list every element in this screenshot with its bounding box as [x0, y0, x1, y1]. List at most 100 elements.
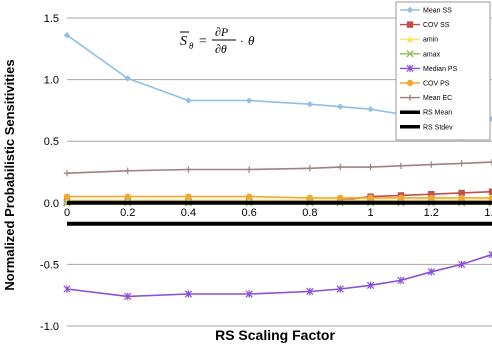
marker-star	[306, 287, 314, 296]
y-axis-label: Normalized Probabilistic Sensitivities	[2, 59, 17, 290]
svg-text:∂θ: ∂θ	[215, 42, 227, 56]
legend: Mean SS COV SS amin amax Median PS COV PS Mean…	[395, 1, 491, 141]
marker-star	[458, 260, 466, 269]
marker-circle	[63, 193, 71, 200]
y-tick-label: 0.5	[44, 136, 59, 148]
marker-diamond	[63, 32, 71, 39]
marker-circle	[458, 194, 465, 202]
marker-circle	[306, 194, 314, 202]
legend-label: amax	[423, 51, 441, 58]
marker-star	[336, 285, 344, 293]
marker-circle	[406, 79, 414, 87]
legend-item: COV PS	[400, 79, 450, 88]
marker-plus	[245, 166, 253, 173]
marker-square	[488, 188, 492, 195]
marker-plus	[337, 163, 344, 171]
marker-x	[406, 50, 414, 58]
legend-item: Median PS	[400, 64, 458, 73]
legend-label: RS Mean	[423, 110, 452, 117]
legend-item: COV SS	[400, 21, 450, 29]
x-tick-label: 1.4	[484, 207, 492, 219]
marker-plus	[397, 162, 405, 170]
marker-star	[488, 250, 492, 259]
marker-x	[488, 199, 492, 207]
series-line	[66, 161, 492, 174]
marker-star	[245, 290, 253, 298]
marker-plus	[63, 170, 71, 177]
svg-text:=: =	[198, 34, 207, 49]
marker-circle	[397, 194, 405, 202]
plot-series	[63, 32, 492, 301]
svg-text:S: S	[180, 34, 187, 49]
x-axis-label: RS Scaling Factor	[215, 327, 335, 343]
tick-labels: 1.5 1.0 0.5 0.0 -0.5 -1.0 0 0.2 0.4 0.6 0.8 1 1.2 1.4	[40, 13, 492, 333]
marker-diamond	[124, 75, 131, 82]
marker-circle	[367, 194, 374, 202]
marker-circle	[124, 193, 131, 200]
marker-circle	[488, 194, 492, 202]
y-tick-label: 1.5	[44, 13, 59, 25]
marker-star	[406, 64, 414, 73]
marker-star	[124, 292, 132, 301]
marker-circle	[245, 193, 253, 200]
legend-label: Mean EC	[423, 95, 452, 102]
legend-item: amax	[400, 50, 441, 58]
y-tick-label: -0.5	[40, 259, 59, 271]
series-mean-ec	[63, 158, 492, 177]
marker-diamond	[367, 105, 374, 113]
x-tick-label: 0.6	[241, 207, 256, 219]
legend-label: RS Stdev	[423, 124, 453, 131]
marker-plus	[367, 163, 374, 171]
x-tick-label: 1.2	[424, 207, 439, 219]
legend-item: amin	[400, 36, 438, 44]
series-cov-ps	[63, 193, 492, 202]
x-tick-label: 0.4	[181, 207, 196, 219]
marker-triangle	[406, 36, 414, 43]
svg-text:∂P: ∂P	[215, 25, 229, 39]
x-tick-label: 0.8	[302, 207, 317, 219]
marker-circle	[428, 194, 435, 202]
series-median-ps	[63, 250, 492, 301]
marker-plus	[306, 165, 314, 172]
marker-square	[428, 190, 435, 198]
x-tick-label: 0	[64, 207, 70, 219]
marker-plus	[406, 94, 414, 101]
legend-item: RS Mean	[400, 110, 452, 117]
x-tick-label: 1	[368, 207, 374, 219]
marker-star	[397, 276, 405, 285]
svg-text:θ: θ	[189, 41, 194, 51]
y-tick-label: 1.0	[44, 75, 59, 87]
legend-item: Mean EC	[400, 94, 452, 102]
marker-square	[458, 189, 465, 197]
marker-plus	[458, 160, 465, 167]
x-tick-label: 0.2	[120, 207, 135, 219]
legend-label: Mean SS	[423, 8, 452, 15]
marker-circle	[185, 193, 192, 200]
marker-plus	[185, 166, 192, 173]
marker-square	[406, 21, 414, 28]
marker-plus	[488, 158, 492, 166]
marker-circle	[337, 194, 344, 202]
svg-text:·: ·	[240, 34, 243, 48]
marker-diamond	[337, 103, 344, 110]
y-tick-label: 0.0	[44, 198, 59, 210]
legend-label: COV PS	[423, 81, 450, 88]
legend-label: amin	[423, 37, 438, 44]
marker-star	[366, 281, 375, 290]
equation-annotation: S θ = ∂P ∂θ · θ	[180, 25, 255, 56]
marker-plus	[428, 161, 435, 168]
y-tick-label: -1.0	[40, 321, 59, 333]
marker-diamond	[245, 97, 253, 104]
legend-item: RS Stdev	[400, 124, 453, 131]
legend-item: Mean SS	[400, 6, 452, 15]
marker-diamond	[306, 101, 314, 108]
series-line	[66, 253, 492, 298]
marker-plus	[124, 167, 131, 174]
legend-label: COV SS	[423, 22, 450, 29]
marker-star	[63, 285, 71, 293]
marker-diamond	[185, 97, 192, 104]
legend-label: Median PS	[423, 66, 458, 73]
svg-text:θ: θ	[248, 33, 255, 48]
marker-star	[427, 268, 435, 276]
